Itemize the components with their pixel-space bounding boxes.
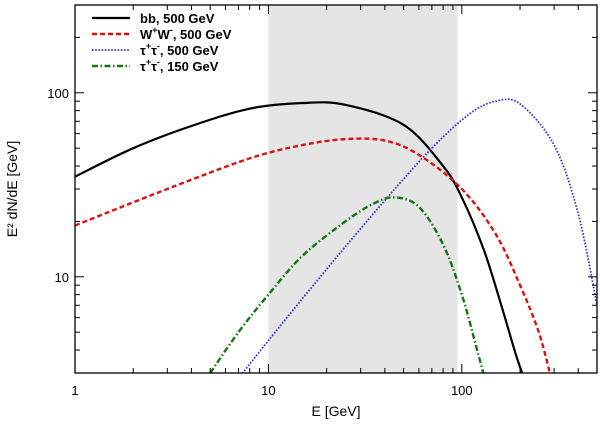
- axis-ticks: [74, 4, 598, 374]
- y-tick-label-10: 10: [55, 270, 69, 285]
- y-tick-label-100: 100: [47, 86, 69, 101]
- x-axis-label: E [GeV]: [311, 403, 360, 419]
- legend-label-bb: bb, 500 GeV: [140, 11, 215, 26]
- curve-ww-500: [75, 137, 552, 373]
- plot-frame: [74, 4, 598, 374]
- legend: bb, 500 GeV W+W-, 500 GeV τ+τ-, 500 GeV …: [92, 11, 232, 74]
- y-axis-label: E² dN/dE [GeV]: [4, 141, 20, 237]
- x-tick-label-1: 1: [71, 383, 78, 398]
- shaded-energy-band: [268, 5, 458, 373]
- legend-label-tautau-150: τ+τ-, 150 GeV: [140, 57, 219, 74]
- x-tick-label-100: 100: [451, 383, 473, 398]
- legend-label-tautau-500: τ+τ-, 500 GeV: [140, 41, 219, 58]
- x-tick-label-10: 10: [261, 383, 275, 398]
- curve-tautau-500: [241, 98, 597, 373]
- curve-tautau-150: [209, 196, 485, 373]
- curves-group: [75, 98, 597, 373]
- curve-bb-500: [75, 101, 524, 373]
- legend-label-ww: W+W-, 500 GeV: [140, 25, 232, 42]
